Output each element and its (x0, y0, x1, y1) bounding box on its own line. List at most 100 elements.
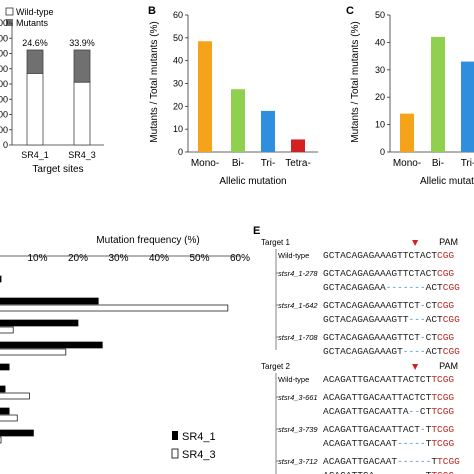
panel-e-sequence: GCTACAGAGAAAGTT---ACTCGG (323, 314, 460, 325)
panel-d-bar-sr4-1-row-5 (0, 363, 10, 371)
panel-e-sequence: GCTACAGAGAA-------ACTCGG (323, 282, 460, 293)
panel-a-data-label: 24.6% (22, 38, 48, 48)
panel-b-x-tick-label: Tetra- (285, 158, 311, 169)
panel-b-bar-tri (261, 110, 275, 152)
panel-c-y-ticks: 0 10 20 30 40 50 (375, 10, 390, 157)
panel-c-x-tick-label: Bi- (432, 158, 444, 169)
panel-a-y-tick-label: 00 (0, 49, 8, 59)
panel-b-label: B (148, 5, 156, 17)
legend-swatch-sr4-1 (172, 431, 178, 440)
panel-b-y-tick-label: 50 (173, 33, 183, 43)
panel-e-row-name: stsr4_1-708 (278, 333, 318, 342)
panel-b-bar-mono (198, 41, 212, 153)
panel-d-bar-sr4-1-row-4 (0, 341, 103, 349)
panel-d-x-tick-label: 20% (68, 253, 88, 264)
panel-d-bar-sr4-3-row-3 (0, 326, 14, 334)
panel-e-sequence: ACAGATTGACAAT-----TTCGG (323, 438, 454, 449)
panel-a-x-tick-label: SR4_3 (68, 150, 96, 160)
panel-a-y-tick-label: 00 (0, 33, 8, 43)
panel-d-x-tick-label: 10% (27, 253, 47, 264)
panel-e-sequence: ACAGATTGACAATTA--CTTCGG (323, 406, 454, 417)
panel-e-sequence: ACAGATTGACAATTACTCTTCGG (323, 392, 454, 403)
panel-a-x-axis-label: Target sites (32, 164, 83, 175)
panel-d-bar-sr4-1-row-7 (0, 407, 10, 415)
panel-c-y-tick-label: 50 (375, 10, 385, 20)
panel-a-y-tick-label: 00 (0, 18, 8, 28)
panel-c-y-tick-label: 10 (375, 120, 385, 130)
panel-d-x-tick-label: 60% (230, 253, 250, 264)
panel-d-x-tick-label: 30% (108, 253, 128, 264)
panel-a-y-tick-label: 0 (3, 140, 8, 150)
panel-d-bar-sr4-3-row-6 (0, 392, 30, 400)
panel-d-x-tick-label: 40% (149, 253, 169, 264)
panel-e-row-name: Wild-type (278, 375, 309, 384)
panel-b-y-tick-label: 0 (178, 147, 183, 157)
panel-b-y-tick-label: 60 (173, 10, 183, 20)
panel-d-bar-sr4-1-row-1 (0, 275, 2, 283)
panel-b-bars: Mono- Bi- Tri- Tetra- (191, 41, 311, 169)
panel-e-sequence: GCTACAGAGAAAGTTCTACTCGG (323, 268, 454, 279)
panel-d-bar-sr4-3-row-4 (0, 348, 67, 356)
panel-e-row-name: stsr4_3-661 (278, 393, 318, 402)
panel-c-y-tick-label: 0 (380, 147, 385, 157)
panel-e-sequence: ACAGATTGA---------TTCGG (323, 470, 454, 474)
panel-c-y-tick-label: 20 (375, 92, 385, 102)
panel-a-bar-wild-type-sr4-1 (26, 72, 44, 146)
panel-c-bar-mono (400, 113, 414, 152)
panel-a-x-tick-label: SR4_1 (21, 150, 49, 160)
panel-e-row-name: stsr4_1-642 (278, 301, 318, 310)
panel-b-bar-bi (231, 89, 245, 152)
panel-d-bar-sr4-1-row-3 (0, 319, 79, 327)
panel-d-x-tick-label: 50% (189, 253, 209, 264)
panel-b-y-tick-label: 40 (173, 56, 183, 66)
panel-b-x-tick-label: Tri- (261, 158, 276, 169)
panel-a-data-label: 33.9% (69, 38, 95, 48)
panel-c-bar-tri (461, 61, 474, 152)
panel-b-bar-chart: B Mutants / Total mutants (%) 0 10 20 30 40 5… (148, 5, 318, 187)
panel-d-bars (0, 275, 229, 444)
panel-a-y-tick-label: 00 (0, 125, 8, 135)
panel-a-bar-wild-type-sr4-3 (73, 81, 91, 146)
panel-e-sequence: ACAGATTGACAATTACT-TTCGG (323, 424, 454, 435)
panel-e-sequence: GCTACAGAGAAAGTTCT-CTCGG (323, 332, 454, 343)
panel-b-x-tick-label: Mono- (191, 158, 219, 169)
panel-c-y-axis-label: Mutants / Total mutants (%) (350, 21, 361, 143)
panel-e-row-name: stsr4_3-712 (278, 457, 318, 466)
panel-b-y-ticks: 0 10 20 30 40 50 60 (173, 10, 188, 157)
panel-b-y-axis-label: Mutants / Total mutants (%) (149, 21, 160, 143)
panel-c-bar-bi (431, 36, 445, 152)
panel-e-content: Target 1 PAM Wild-type GCTACAGAGAAAGTTCTACT… (261, 237, 460, 474)
panel-e-pam-label: PAM (439, 361, 458, 371)
legend-label-mutants: Mutants (16, 18, 49, 28)
panel-b-y-tick-label: 10 (173, 124, 183, 134)
panel-d-bar-sr4-1-row-8 (0, 429, 34, 437)
legend-label-wild-type: Wild-type (16, 7, 54, 17)
panel-e-target-title: Target 2 (261, 362, 290, 371)
panel-e-sequence: GCTACAGAGAAAGTTCTACTCGG (323, 250, 454, 261)
panel-c-x-axis-label: Allelic mutation (420, 176, 474, 187)
panel-d-bar-sr4-3-row-8 (0, 436, 2, 444)
panel-e-row-name: stsr4_3-739 (278, 425, 318, 434)
panel-a-bar-mutants-sr4-1 (26, 49, 44, 74)
panel-b-x-axis-label: Allelic mutation (219, 176, 286, 187)
panel-e-target-title: Target 1 (261, 238, 290, 247)
panel-a-y-tick-label: 00 (0, 79, 8, 89)
panel-a-bars: 24.6% SR4_1 33.9% SR4_3 (21, 38, 96, 160)
legend-label-sr4-1: SR4_1 (182, 431, 216, 443)
panel-d-x-ticks: 10% 20% 30% 40% 50% 60% (27, 253, 250, 264)
panel-c-y-tick-label: 30 (375, 65, 385, 75)
panel-b-bar-tetra (291, 139, 305, 152)
panel-b-y-tick-label: 20 (173, 101, 183, 111)
panel-c-y-tick-label: 40 (375, 37, 385, 47)
panel-e-row-name: stsr4_1-278 (278, 269, 318, 278)
legend-swatch-sr4-3 (171, 448, 179, 459)
panel-c-bars: Mono- Bi- Tri- (393, 36, 474, 169)
panel-e-sequence: ACAGATTGACAAT------TTCGG (323, 456, 460, 467)
panel-c-x-tick-label: Tri- (461, 158, 474, 169)
cut-site-arrow-icon (412, 364, 419, 370)
legend-swatch-wild-type (5, 7, 14, 16)
panel-a-y-tick-label: 00 (0, 64, 8, 74)
